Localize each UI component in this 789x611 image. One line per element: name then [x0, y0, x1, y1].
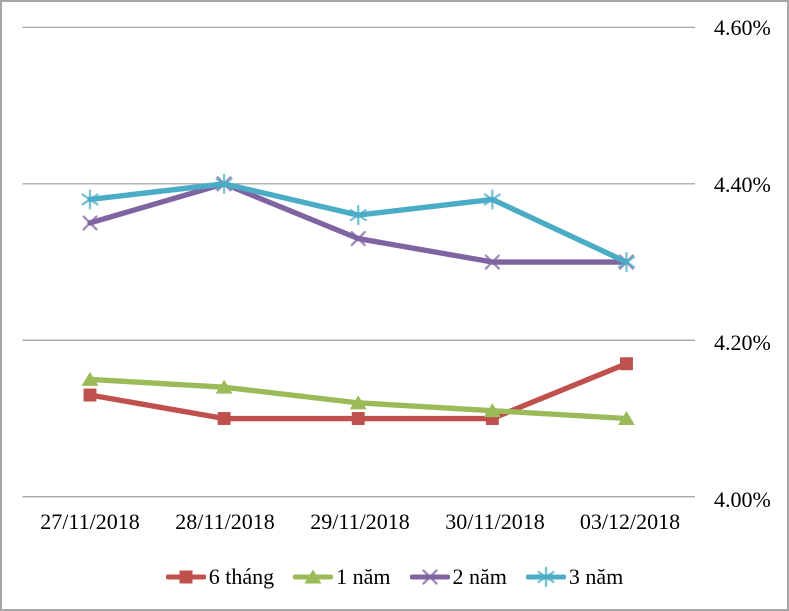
- legend-item-1-nam: 1 năm: [293, 564, 391, 590]
- marker-6-thang-1: [217, 412, 231, 425]
- legend-label-6-thang: 6 tháng: [208, 564, 275, 589]
- legend-item-3-nam: 3 năm: [525, 564, 624, 590]
- legend-item-2-nam: 2 năm: [409, 564, 507, 590]
- legend-mark-3-nam: [537, 570, 555, 584]
- y-tick-label-440: 4.40%: [714, 172, 771, 197]
- x-tick-label-1: 28/11/2018: [175, 509, 275, 534]
- marker-2-nam-3: [484, 254, 501, 270]
- legend: 6 tháng 1 năm 2 năm 3 năm: [2, 564, 787, 590]
- marker-1-nam-4: [618, 411, 635, 425]
- marker-3-nam-2: [349, 208, 367, 222]
- x-tick-label-3: 30/11/2018: [445, 509, 545, 534]
- y-tick-label-400: 4.00%: [714, 487, 771, 512]
- marker-6-thang-0: [83, 388, 97, 402]
- marker-2-nam-0: [82, 215, 98, 231]
- legend-marker-1-nam-icon: [293, 569, 334, 584]
- marker-3-nam-3: [483, 193, 501, 206]
- legend-label-1-nam: 1 năm: [336, 564, 391, 589]
- legend-mark-2-nam: [421, 569, 438, 585]
- marker-1-nam-3: [483, 403, 501, 418]
- legend-mark-1-nam: [304, 569, 322, 584]
- legend-item-6-thang: 6 tháng: [165, 564, 275, 590]
- marker-3-nam-1: [215, 177, 233, 190]
- marker-1-nam-2: [349, 395, 367, 410]
- marker-3-nam-4: [617, 255, 636, 269]
- legend-label-3-nam: 3 năm: [568, 564, 624, 589]
- x-tick-label-2: 29/11/2018: [310, 509, 410, 534]
- marker-1-nam-0: [81, 371, 99, 386]
- marker-2-nam-2: [350, 230, 366, 247]
- marker-6-thang-2: [351, 412, 365, 425]
- legend-mark-6-thang: [179, 570, 193, 584]
- y-tick-label-460: 4.60%: [714, 15, 771, 40]
- legend-marker-3-nam-icon: [525, 566, 566, 588]
- series-line-6-thang: [87, 361, 630, 422]
- marker-1-nam-1: [215, 379, 233, 394]
- legend-marker-6-thang-icon: [165, 570, 206, 584]
- marker-6-thang-4: [620, 357, 633, 371]
- legend-marker-2-nam-icon: [409, 569, 450, 585]
- legend-label-2-nam: 2 năm: [452, 564, 507, 589]
- x-tick-label-0: 27/11/2018: [40, 509, 140, 534]
- x-tick-label-4: 03/12/2018: [579, 509, 681, 534]
- marker-3-nam-0: [81, 193, 99, 206]
- y-tick-label-420: 4.20%: [714, 330, 771, 355]
